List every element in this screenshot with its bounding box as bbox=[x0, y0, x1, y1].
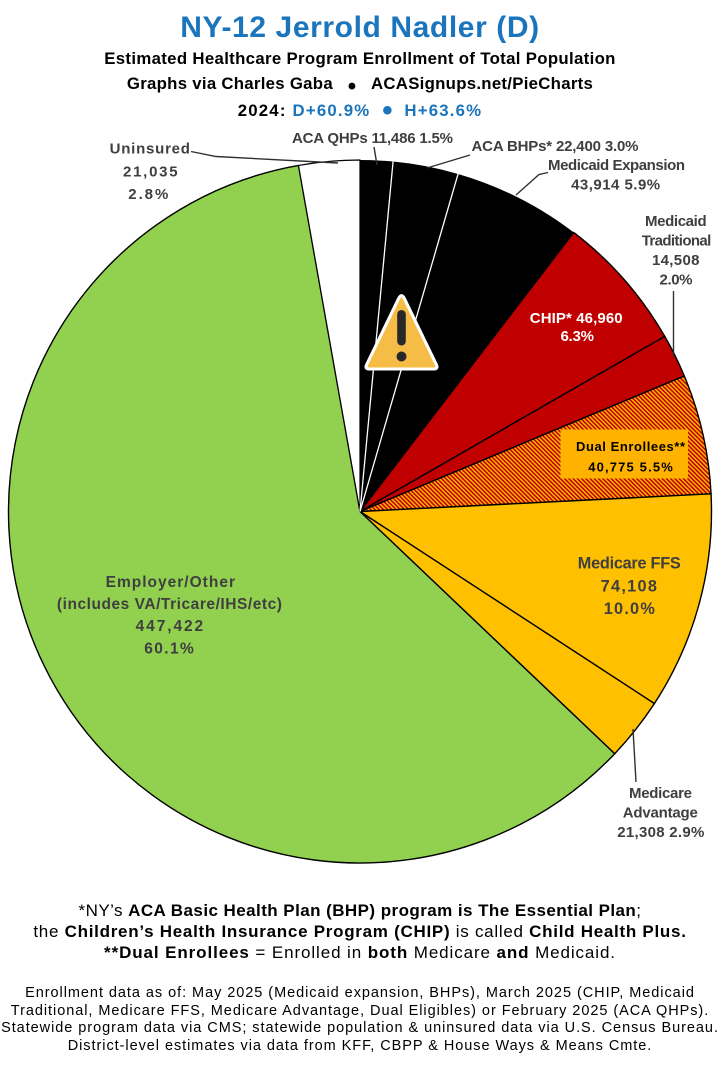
svg-text:ACA BHPs* 22,400 3.0%: ACA BHPs* 22,400 3.0% bbox=[472, 138, 639, 155]
svg-text:Medicare: Medicare bbox=[629, 785, 692, 802]
svg-text:Medicare FFS: Medicare FFS bbox=[578, 554, 681, 572]
svg-text:Medicaid: Medicaid bbox=[645, 213, 707, 230]
svg-text:(includes VA/Tricare/IHS/etc): (includes VA/Tricare/IHS/etc) bbox=[57, 596, 282, 613]
svg-text:Medicaid Expansion: Medicaid Expansion bbox=[548, 157, 685, 174]
svg-text:Uninsured: Uninsured bbox=[110, 141, 190, 158]
svg-text:14,508: 14,508 bbox=[652, 252, 700, 269]
svg-text:6.3%: 6.3% bbox=[560, 328, 594, 345]
svg-text:Dual Enrollees**: Dual Enrollees** bbox=[576, 439, 686, 454]
svg-text:ACA QHPs 11,486 1.5%: ACA QHPs 11,486 1.5% bbox=[292, 130, 453, 147]
svg-text:10.0%: 10.0% bbox=[604, 600, 656, 618]
svg-text:43,914 5.9%: 43,914 5.9% bbox=[571, 177, 660, 194]
svg-text:CHIP* 46,960: CHIP* 46,960 bbox=[530, 310, 623, 327]
svg-text:21,308 2.9%: 21,308 2.9% bbox=[617, 824, 704, 841]
svg-text:74,108: 74,108 bbox=[601, 577, 657, 595]
svg-text:Employer/Other: Employer/Other bbox=[106, 574, 235, 591]
svg-text:2.8%: 2.8% bbox=[128, 186, 168, 203]
svg-text:Traditional: Traditional bbox=[642, 232, 712, 249]
svg-text:447,422: 447,422 bbox=[136, 618, 204, 635]
svg-text:60.1%: 60.1% bbox=[144, 641, 194, 658]
svg-text:2.0%: 2.0% bbox=[660, 272, 693, 289]
svg-text:21,035: 21,035 bbox=[123, 164, 178, 181]
svg-text:40,775 5.5%: 40,775 5.5% bbox=[588, 459, 673, 474]
svg-text:Advantage: Advantage bbox=[623, 805, 698, 822]
